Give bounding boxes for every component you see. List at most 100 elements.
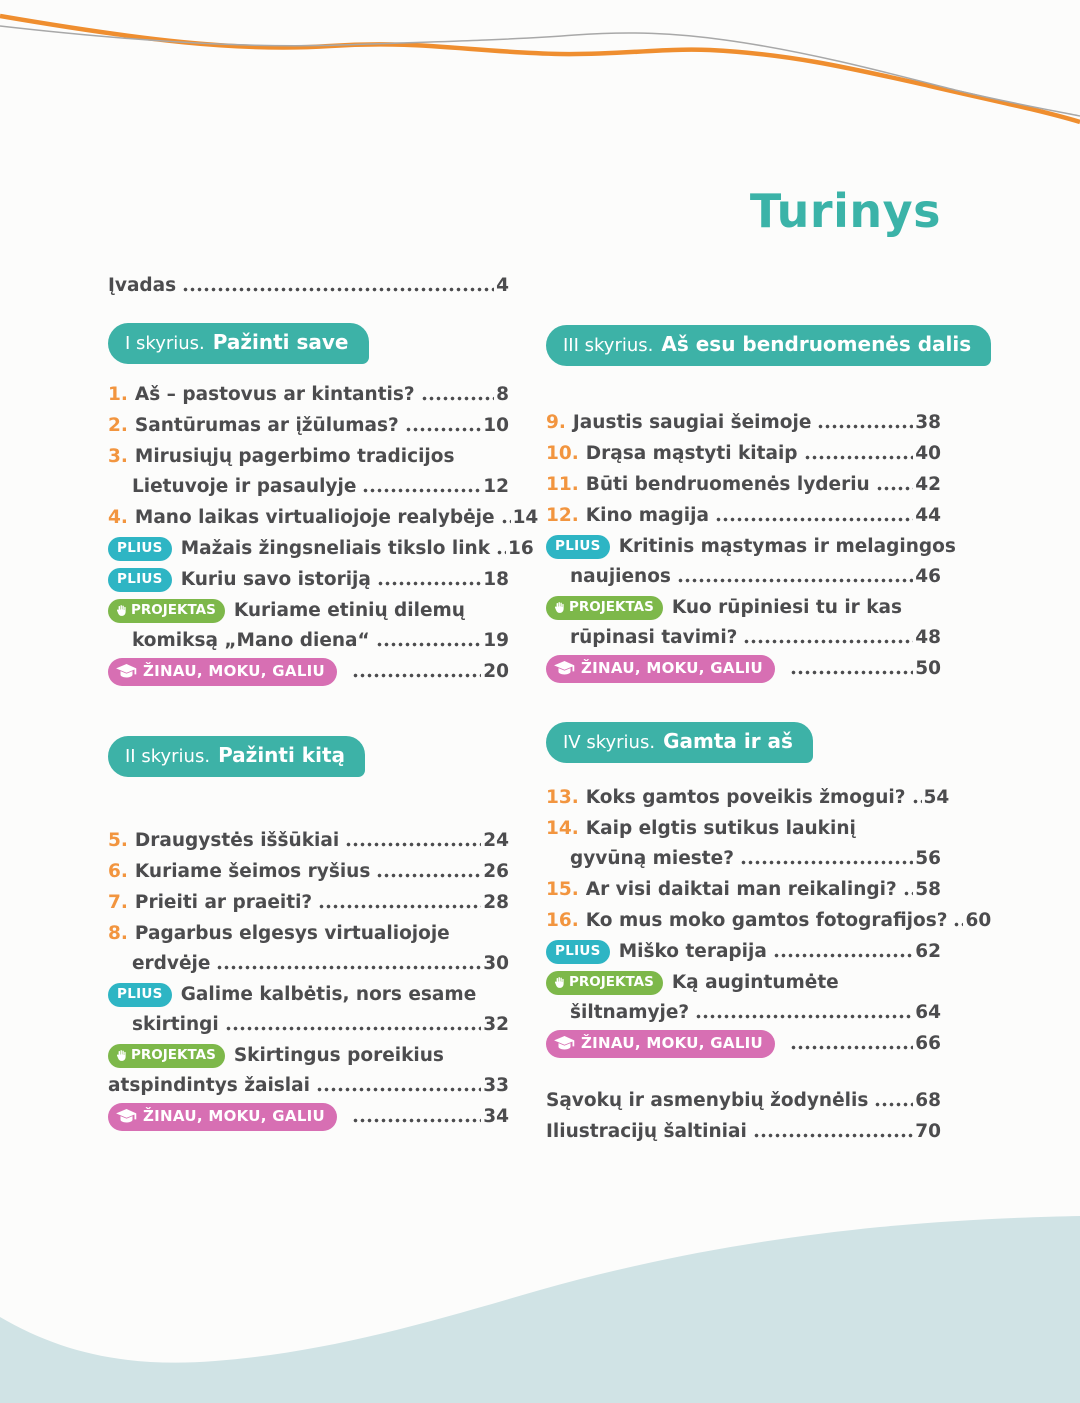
toc-entry: ŽINAU, MOKU, GALIU 20 xyxy=(108,657,509,687)
entry-line: ŽINAU, MOKU, GALIU 34 xyxy=(108,1102,509,1132)
section-pill: II skyrius. Pažinti kitą xyxy=(108,736,366,777)
entry-number: 6. xyxy=(108,861,128,882)
entry-line: 3. Mirusiųjų pagerbimo tradicijos xyxy=(108,442,509,472)
entry-title: Kuo rūpiniesi tu ir kas xyxy=(671,597,903,618)
entry-number: 7. xyxy=(108,892,128,913)
entry-title: Aš – pastovus ar kintantis? xyxy=(134,384,415,405)
section-pill: I skyrius. Pažinti save xyxy=(108,323,369,364)
entry-number: 11. xyxy=(546,474,579,495)
toc-entry: 3. Mirusiųjų pagerbimo tradicijos Lietuvoj… xyxy=(108,442,509,502)
entry-title-continued: gyvūną mieste? xyxy=(570,848,734,869)
toc-entry: 7. Prieiti ar praeiti? 28 xyxy=(108,888,509,918)
entry-title-continued: atspindintys žaislai xyxy=(108,1075,310,1096)
section-pill: IV skyrius. Gamta ir aš xyxy=(546,722,813,763)
entry-line: 16. Ko mus moko gamtos fotografijos? 60 xyxy=(546,906,991,936)
dot-leader xyxy=(803,439,914,469)
entry-line: PLIUS Galime kalbėtis, nors esame xyxy=(108,980,509,1010)
toc-columns: Įvadas 4 I skyrius. Pažinti save 1. Aš – pa… xyxy=(108,271,992,1148)
graduation-cap-icon xyxy=(554,1035,575,1052)
entry-line-continued: erdvėje 30 xyxy=(108,949,509,979)
badge-label: PLIUS xyxy=(117,539,163,556)
entry-title: Kuriame šeimos ryšius xyxy=(134,861,371,882)
entry-title: Koks gamtos poveikis žmogui? xyxy=(585,787,906,808)
entry-line: PROJEKTAS Kuo rūpiniesi tu ir kas xyxy=(546,593,941,623)
entry-title: Kaip elgtis sutikus laukinį xyxy=(585,818,856,839)
toc-entry: PLIUS Mažais žingsneliais tikslo link 16 xyxy=(108,534,534,564)
toc-entry: 13. Koks gamtos poveikis žmogui? 54 xyxy=(546,783,949,813)
entry-title-continued: naujienos xyxy=(570,566,671,587)
entry-number: 4. xyxy=(108,507,128,528)
dot-leader xyxy=(695,998,914,1028)
entry-line: Iliustracijų šaltiniai 70 xyxy=(546,1117,941,1147)
page-number: 12 xyxy=(483,476,509,497)
entry-title: Prieiti ar praeiti? xyxy=(134,892,313,913)
entry-number: 9. xyxy=(546,412,566,433)
entry-line: 15. Ar visi daiktai man reikalingi? 58 xyxy=(546,875,941,905)
section-name: Pažinti save xyxy=(212,330,349,354)
toc-entry: PLIUS Kuriu savo istoriją 18 xyxy=(108,565,509,595)
badge-label: ŽINAU, MOKU, GALIU xyxy=(143,1107,326,1125)
dot-leader xyxy=(772,937,914,967)
page-number: 16 xyxy=(508,538,534,559)
toc-section: III skyrius. Aš esu bendruomenės dalis 9. J… xyxy=(546,325,992,684)
dot-leader xyxy=(345,826,482,856)
dot-leader xyxy=(376,565,482,595)
entry-line: PLIUS Kritinis mąstymas ir melagingos xyxy=(546,532,956,562)
page-number: 34 xyxy=(483,1106,509,1127)
graduation-cap-icon xyxy=(554,660,575,677)
dot-leader xyxy=(420,380,495,410)
entry-title: Būti bendruomenės lyderiu xyxy=(585,474,870,495)
page-number: 20 xyxy=(483,661,509,682)
toc-entry: 4. Mano laikas virtualiojoje realybėje 14 xyxy=(108,503,538,533)
dot-leader xyxy=(375,626,482,656)
entry-number: 15. xyxy=(546,879,579,900)
dot-leader xyxy=(953,906,964,936)
page-number: 24 xyxy=(483,830,509,851)
toc-entry-intro: Įvadas 4 xyxy=(108,271,509,301)
page-number: 30 xyxy=(483,953,509,974)
footer-list: Sąvokų ir asmenybių žodynėlis 68 Iliustrac… xyxy=(546,1086,941,1147)
toc-entry: 14. Kaip elgtis sutikus laukinį gyvūną mie… xyxy=(546,814,941,874)
section-kicker: I skyrius. xyxy=(125,333,205,354)
dot-leader xyxy=(676,562,914,592)
page-number: 4 xyxy=(496,275,509,296)
toc-entry: PROJEKTAS Ką augintumėte šiltnamyje? 64 xyxy=(546,968,941,1028)
toc-column-left: Įvadas 4 I skyrius. Pažinti save 1. Aš – pa… xyxy=(108,271,538,1148)
entry-number: 10. xyxy=(546,443,579,464)
dot-leader xyxy=(875,470,914,500)
entry-title-continued: šiltnamyje? xyxy=(570,1002,690,1023)
projektas-badge: PROJEKTAS xyxy=(108,1044,225,1068)
plius-badge: PLIUS xyxy=(108,568,172,592)
entry-title-continued: Lietuvoje ir pasaulyje xyxy=(132,476,357,497)
section-kicker: III skyrius. xyxy=(563,335,654,356)
zinau-badge: ŽINAU, MOKU, GALIU xyxy=(546,655,776,683)
page-number: 8 xyxy=(496,384,509,405)
badge-label: PLIUS xyxy=(555,537,601,554)
entry-title: Ko mus moko gamtos fotografijos? xyxy=(585,910,948,931)
entry-line: PROJEKTAS Skirtingus poreikius xyxy=(108,1041,509,1071)
page-number: 54 xyxy=(923,787,950,808)
dot-leader xyxy=(790,654,914,684)
entry-line: 2. Santūrumas ar įžūlumas? 10 xyxy=(108,411,509,441)
entry-line: PLIUS Kuriu savo istoriją 18 xyxy=(108,565,509,595)
toc-section: II skyrius. Pažinti kitą 5. Draugystės iššū… xyxy=(108,736,509,1132)
page-number: 48 xyxy=(915,627,941,648)
hand-icon xyxy=(114,1049,127,1062)
toc-entry: PLIUS Kritinis mąstymas ir melagingos nauj… xyxy=(546,532,956,592)
entry-number: 8. xyxy=(108,923,128,944)
toc-entry: 16. Ko mus moko gamtos fotografijos? 60 xyxy=(546,906,991,936)
toc-entry: ŽINAU, MOKU, GALIU 66 xyxy=(546,1029,941,1059)
bottom-wave-decoration xyxy=(0,1216,1080,1403)
graduation-cap-icon xyxy=(116,1108,137,1125)
dot-leader xyxy=(376,857,482,887)
entry-number: 13. xyxy=(546,787,579,808)
dot-leader xyxy=(216,949,482,979)
badge-label: PLIUS xyxy=(117,985,163,1002)
badge-label: ŽINAU, MOKU, GALIU xyxy=(581,1034,764,1052)
dot-leader xyxy=(911,783,922,813)
toc-entry: 2. Santūrumas ar įžūlumas? 10 xyxy=(108,411,509,441)
section-kicker: IV skyrius. xyxy=(563,732,656,753)
entry-line-continued: rūpinasi tavimi? 48 xyxy=(546,623,941,653)
entry-line: 8. Pagarbus elgesys virtualiojoje xyxy=(108,919,509,949)
toc-entry: 5. Draugystės iššūkiai 24 xyxy=(108,826,509,856)
